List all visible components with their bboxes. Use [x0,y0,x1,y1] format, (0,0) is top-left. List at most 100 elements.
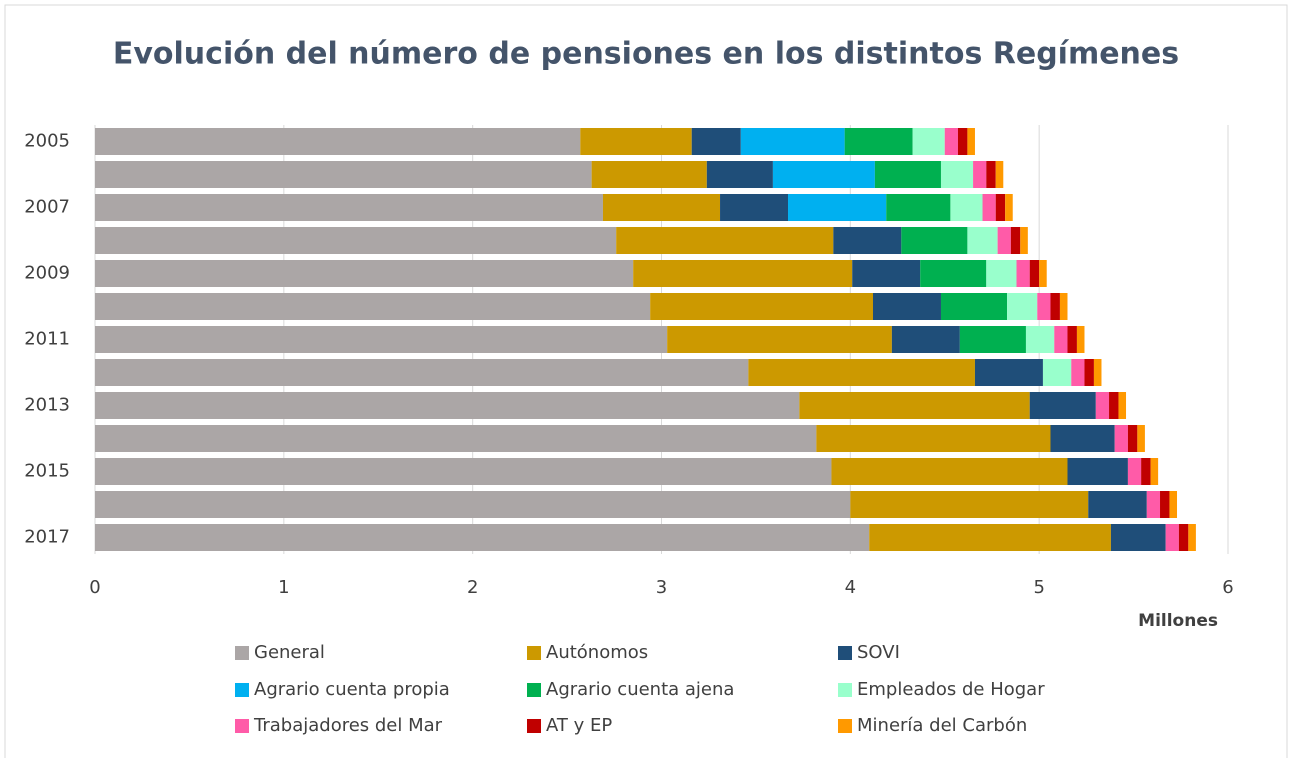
legend-label: Autónomos [546,642,648,663]
bar-segment [799,392,1030,419]
bar-segment [967,128,975,155]
bar-segment [616,227,834,254]
bar-segment [901,227,968,254]
legend-swatch [838,719,852,733]
y-tick-label: 2005 [24,131,70,152]
y-tick-label: 2009 [24,263,70,284]
bar-segment [912,128,945,155]
bar-segment [872,293,941,320]
bar-segment [95,392,800,419]
bar-segment [95,128,581,155]
bar-segment [944,128,958,155]
bar-segment [1050,293,1060,320]
y-tick-label: 2007 [24,197,70,218]
bar-segment [1037,293,1051,320]
bar-segment [633,260,853,287]
bar-segment [1114,425,1128,452]
legend-label: Agrario cuenta propia [254,679,450,700]
bar-segment [886,194,951,221]
bar-segment [850,491,1089,518]
bar-segment [1165,524,1179,551]
legend-label: Minería del Carbón [857,715,1027,736]
y-tick-label: 2017 [24,527,70,548]
legend-label: General [254,642,325,663]
bar-segment [950,194,983,221]
bar-segment [1029,392,1096,419]
bar-segment [974,359,1043,386]
bar-segment [940,293,1008,320]
bar-segment [967,227,998,254]
legend-swatch [235,719,249,733]
bar-segment [1093,359,1102,386]
legend-label: Empleados de Hogar [857,679,1045,700]
bar-segment [1141,458,1151,485]
bar-segment [1067,458,1128,485]
bar-segment [1127,458,1142,485]
x-tick-label: 0 [89,577,100,598]
bar-segment [667,326,892,353]
bar-segment [1118,392,1127,419]
bar-segment [95,227,617,254]
bar-segment [1016,260,1030,287]
bar-segment [891,326,960,353]
x-tick-label: 4 [845,577,856,598]
bar-segment [95,458,832,485]
x-tick-label: 5 [1033,577,1044,598]
bar-segment [1039,260,1047,287]
bar-segment [95,326,668,353]
y-tick-label: 2013 [24,395,70,416]
bar-segment [920,260,987,287]
bar-segment [740,128,845,155]
bar-segment [1076,326,1085,353]
bar-segment [1025,326,1055,353]
x-tick-label: 2 [467,577,478,598]
bar-segment [95,260,634,287]
bar-segment [852,260,921,287]
bar-segment [1095,392,1110,419]
legend-swatch [838,646,852,660]
bar-segment [580,128,692,155]
bar-segment [602,194,721,221]
y-tick-label: 2011 [24,329,70,350]
y-tick-label: 2015 [24,461,70,482]
x-tick-label: 3 [656,577,667,598]
bar-segment [844,128,913,155]
bar-segment [940,161,974,188]
bar-segment [788,194,887,221]
bar-segment [1050,425,1115,452]
legend-label: Agrario cuenta ajena [546,679,734,700]
bar-segment [831,458,1068,485]
bar-segment [1178,524,1189,551]
bar-segment [986,260,1017,287]
bar-segment [95,359,749,386]
bar-segment [1109,392,1119,419]
bar-segment [986,161,996,188]
bar-segment [957,128,968,155]
bar-segment [1010,227,1021,254]
bar-segment [650,293,873,320]
bar-segment [1127,425,1138,452]
bar-segment [1084,359,1094,386]
bar-segment [591,161,707,188]
bar-segment [748,359,975,386]
bar-segment [706,161,773,188]
bar-segment [1067,326,1077,353]
bar-segment [95,161,592,188]
bar-segment [833,227,902,254]
bar-segment [1029,260,1040,287]
x-tick-label: 6 [1222,577,1233,598]
legend-swatch [838,683,852,697]
legend-swatch [527,683,541,697]
bar-segment [995,194,1006,221]
bar-segment [1042,359,1072,386]
bar-segment [95,194,603,221]
legend-swatch [235,683,249,697]
bar-segment [95,293,651,320]
bar-segment [691,128,741,155]
chart-title: Evolución del número de pensiones en los… [113,37,1179,72]
legend-label: SOVI [857,642,900,663]
bar-segment [1088,491,1147,518]
legend-swatch [527,646,541,660]
legend-swatch [527,719,541,733]
